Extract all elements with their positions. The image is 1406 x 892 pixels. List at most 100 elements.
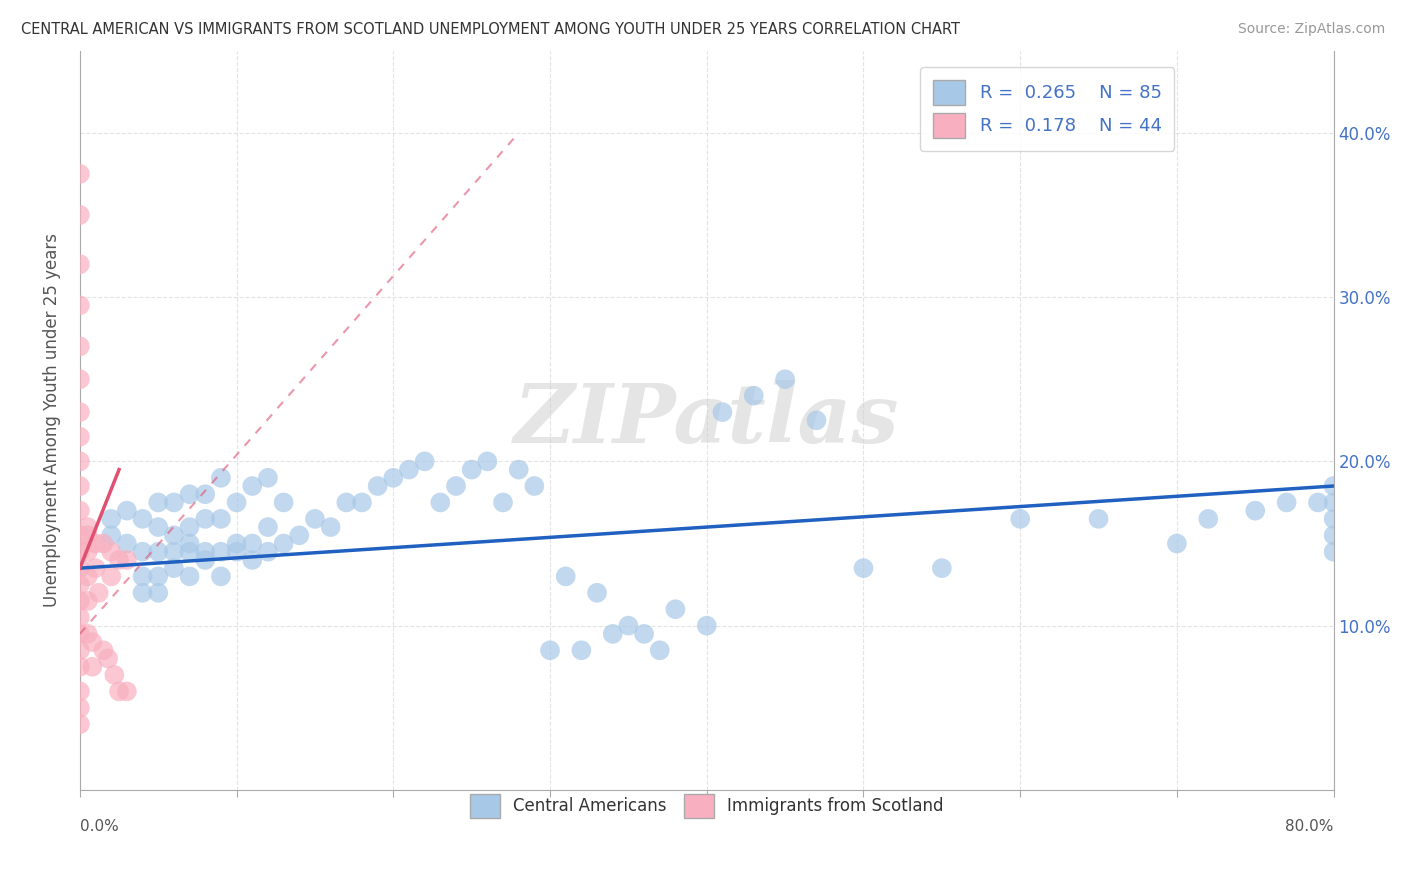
Point: [209, 512, 232, 526]
Point: [335, 495, 357, 509]
Text: ZIPatlas: ZIPatlas: [515, 380, 900, 460]
Point: [648, 643, 671, 657]
Point: [179, 545, 201, 559]
Point: [100, 545, 122, 559]
Point: [84, 561, 107, 575]
Point: [538, 643, 561, 657]
Point: [115, 536, 138, 550]
Point: [82, 635, 104, 649]
Point: [1323, 512, 1346, 526]
Point: [569, 643, 592, 657]
Point: [240, 536, 263, 550]
Point: [288, 528, 311, 542]
Point: [617, 618, 640, 632]
Point: [115, 503, 138, 517]
Point: [477, 454, 499, 468]
Point: [773, 372, 796, 386]
Point: [69, 405, 91, 419]
Point: [103, 668, 125, 682]
Point: [742, 389, 765, 403]
Point: [257, 471, 280, 485]
Point: [76, 520, 98, 534]
Point: [69, 594, 91, 608]
Point: [1197, 512, 1219, 526]
Point: [100, 512, 122, 526]
Point: [429, 495, 451, 509]
Point: [696, 618, 718, 632]
Point: [554, 569, 576, 583]
Point: [273, 495, 295, 509]
Point: [148, 520, 170, 534]
Point: [711, 405, 734, 419]
Point: [194, 553, 217, 567]
Point: [69, 167, 91, 181]
Point: [163, 545, 186, 559]
Point: [367, 479, 389, 493]
Point: [194, 545, 217, 559]
Point: [69, 454, 91, 468]
Point: [93, 643, 115, 657]
Point: [69, 717, 91, 731]
Point: [69, 257, 91, 271]
Point: [1275, 495, 1298, 509]
Point: [225, 495, 247, 509]
Point: [148, 545, 170, 559]
Point: [148, 569, 170, 583]
Point: [115, 684, 138, 698]
Point: [87, 586, 110, 600]
Point: [69, 610, 91, 624]
Point: [209, 569, 232, 583]
Point: [179, 520, 201, 534]
Point: [115, 553, 138, 567]
Y-axis label: Unemployment Among Youth under 25 years: Unemployment Among Youth under 25 years: [44, 234, 60, 607]
Point: [586, 586, 609, 600]
Point: [931, 561, 953, 575]
Point: [97, 651, 120, 665]
Point: [225, 545, 247, 559]
Point: [131, 545, 153, 559]
Point: [1166, 536, 1188, 550]
Point: [131, 586, 153, 600]
Point: [69, 503, 91, 517]
Point: [69, 684, 91, 698]
Point: [350, 495, 373, 509]
Point: [69, 627, 91, 641]
Text: CENTRAL AMERICAN VS IMMIGRANTS FROM SCOTLAND UNEMPLOYMENT AMONG YOUTH UNDER 25 Y: CENTRAL AMERICAN VS IMMIGRANTS FROM SCOT…: [21, 22, 960, 37]
Point: [304, 512, 326, 526]
Point: [69, 430, 91, 444]
Text: 0.0%: 0.0%: [80, 820, 118, 835]
Point: [179, 569, 201, 583]
Point: [460, 462, 482, 476]
Point: [148, 586, 170, 600]
Point: [179, 487, 201, 501]
Point: [76, 569, 98, 583]
Legend: Central Americans, Immigrants from Scotland: Central Americans, Immigrants from Scotl…: [461, 786, 952, 826]
Point: [76, 545, 98, 559]
Point: [444, 479, 467, 493]
Point: [76, 528, 98, 542]
Point: [69, 339, 91, 353]
Point: [382, 471, 405, 485]
Point: [257, 520, 280, 534]
Point: [398, 462, 420, 476]
Point: [179, 536, 201, 550]
Point: [225, 536, 247, 550]
Point: [806, 413, 828, 427]
Point: [76, 594, 98, 608]
Point: [69, 545, 91, 559]
Point: [69, 372, 91, 386]
Point: [100, 569, 122, 583]
Point: [1010, 512, 1032, 526]
Point: [163, 495, 186, 509]
Point: [1306, 495, 1329, 509]
Point: [319, 520, 342, 534]
Point: [633, 627, 655, 641]
Point: [194, 512, 217, 526]
Point: [148, 495, 170, 509]
Point: [508, 462, 530, 476]
Point: [664, 602, 686, 616]
Point: [69, 659, 91, 673]
Point: [76, 627, 98, 641]
Point: [240, 479, 263, 493]
Point: [131, 569, 153, 583]
